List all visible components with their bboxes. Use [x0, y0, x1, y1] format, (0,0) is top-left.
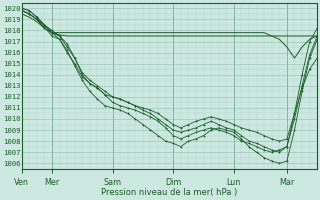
X-axis label: Pression niveau de la mer( hPa ): Pression niveau de la mer( hPa ): [101, 188, 237, 197]
